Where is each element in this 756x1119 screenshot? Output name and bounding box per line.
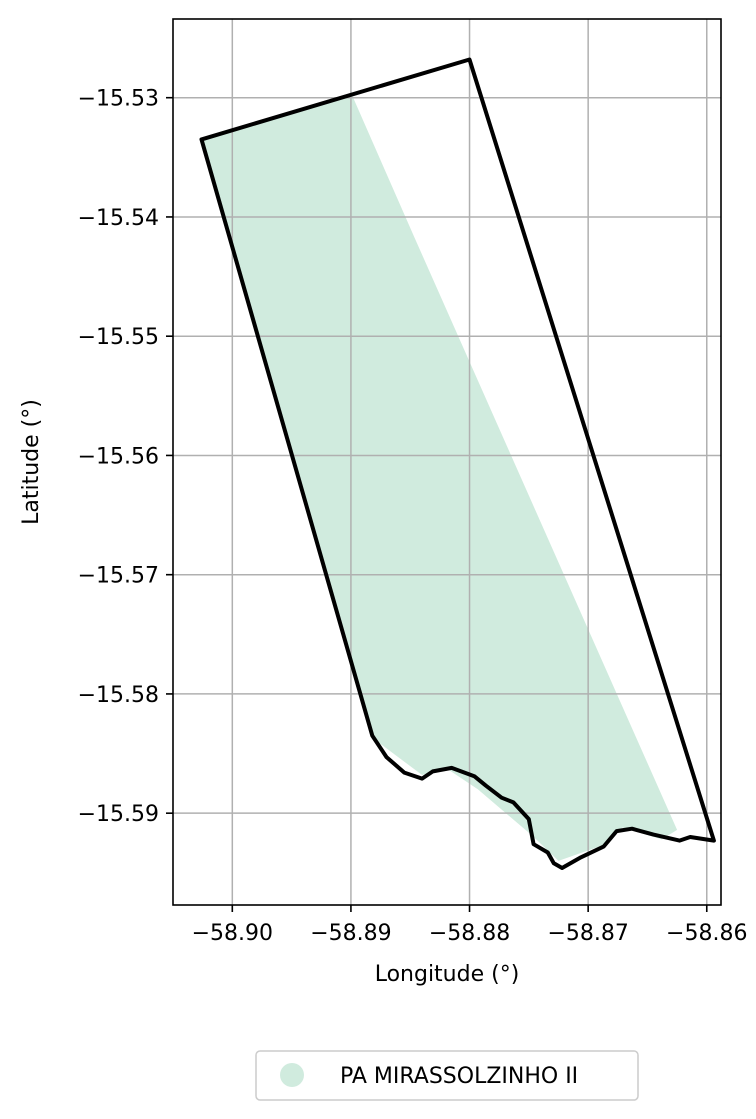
x-tick-label: −58.89 xyxy=(310,921,391,946)
legend-box xyxy=(255,1050,639,1101)
y-tick-label: −15.53 xyxy=(78,87,159,112)
y-tick-label: −15.59 xyxy=(78,802,159,827)
gridlines xyxy=(173,19,721,905)
y-tick-label: −15.57 xyxy=(78,564,159,589)
parcel-fill xyxy=(201,95,678,861)
y-tick-label: −15.54 xyxy=(78,206,159,231)
x-axis-title: Longitude (°) xyxy=(375,962,520,987)
x-tick-label: −58.88 xyxy=(429,921,510,946)
y-tick-label: −15.55 xyxy=(78,325,159,350)
legend-marker xyxy=(280,1063,304,1087)
parcel-fill-layer xyxy=(201,95,678,861)
axes-frame xyxy=(172,18,722,906)
legend: PA MIRASSOLZINHO II xyxy=(255,1050,639,1101)
legend-label: PA MIRASSOLZINHO II xyxy=(340,1064,578,1089)
y-tick-label: −15.56 xyxy=(78,444,159,469)
y-axis-title: Latitude (°) xyxy=(19,399,44,525)
boundary-outline-layer xyxy=(199,57,716,870)
parcel-boundary xyxy=(199,57,716,870)
map-plot-area xyxy=(172,18,722,906)
x-axis-ticks: −58.90 −58.89 −58.88 −58.87 −58.86 xyxy=(192,905,747,946)
y-axis-ticks: −15.53 −15.54 −15.55 −15.56 −15.57 −15.58 −15.… xyxy=(78,87,173,827)
x-tick-label: −58.90 xyxy=(192,921,273,946)
x-tick-label: −58.87 xyxy=(547,921,628,946)
x-tick-label: −58.86 xyxy=(666,921,747,946)
y-tick-label: −15.58 xyxy=(78,683,159,708)
